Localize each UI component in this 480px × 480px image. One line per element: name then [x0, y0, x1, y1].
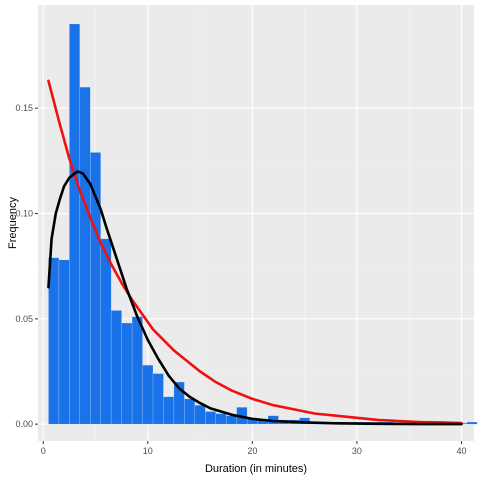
- histogram-bar: [184, 398, 196, 425]
- histogram-bar: [194, 404, 206, 425]
- histogram-bar: [152, 373, 164, 425]
- histogram-bar: [131, 316, 143, 425]
- y-axis: 0.00 0.05 0.10 0.15: [15, 103, 38, 429]
- histogram-bar: [121, 322, 133, 425]
- histogram-bar: [100, 238, 112, 425]
- x-axis: 0 10 20 30 40: [41, 441, 466, 456]
- y-tick-label: 0.15: [15, 103, 33, 113]
- y-tick-label: 0.05: [15, 314, 33, 324]
- gamma-density-curve: [47, 170, 463, 426]
- exponential-density-curve: [47, 79, 463, 425]
- histogram-bar: [69, 23, 81, 425]
- histogram-bar: [466, 421, 478, 425]
- histogram-bar: [225, 415, 237, 425]
- x-tick-label: 40: [456, 446, 466, 456]
- histogram-bars: [48, 23, 478, 425]
- x-tick-label: 30: [352, 446, 362, 456]
- histogram-bar: [205, 411, 216, 425]
- density-curves: [47, 79, 463, 426]
- histogram-bar: [58, 259, 70, 425]
- y-tick-label: 0.10: [15, 209, 33, 219]
- x-tick-label: 0: [41, 446, 46, 456]
- major-gridlines: [38, 5, 474, 441]
- x-tick-label: 10: [143, 446, 153, 456]
- histogram-bar: [215, 413, 227, 425]
- histogram-bar: [90, 152, 101, 425]
- y-axis-title: Frequency: [7, 197, 19, 249]
- histogram-bar: [163, 396, 175, 425]
- y-tick-label: 0.00: [15, 419, 33, 429]
- histogram-bar: [79, 86, 91, 425]
- x-axis-title: Duration (in minutes): [205, 463, 307, 475]
- histogram-bar: [110, 310, 122, 425]
- minor-gridlines: [38, 5, 474, 441]
- histogram-bar: [142, 364, 154, 425]
- x-tick-label: 20: [247, 446, 257, 456]
